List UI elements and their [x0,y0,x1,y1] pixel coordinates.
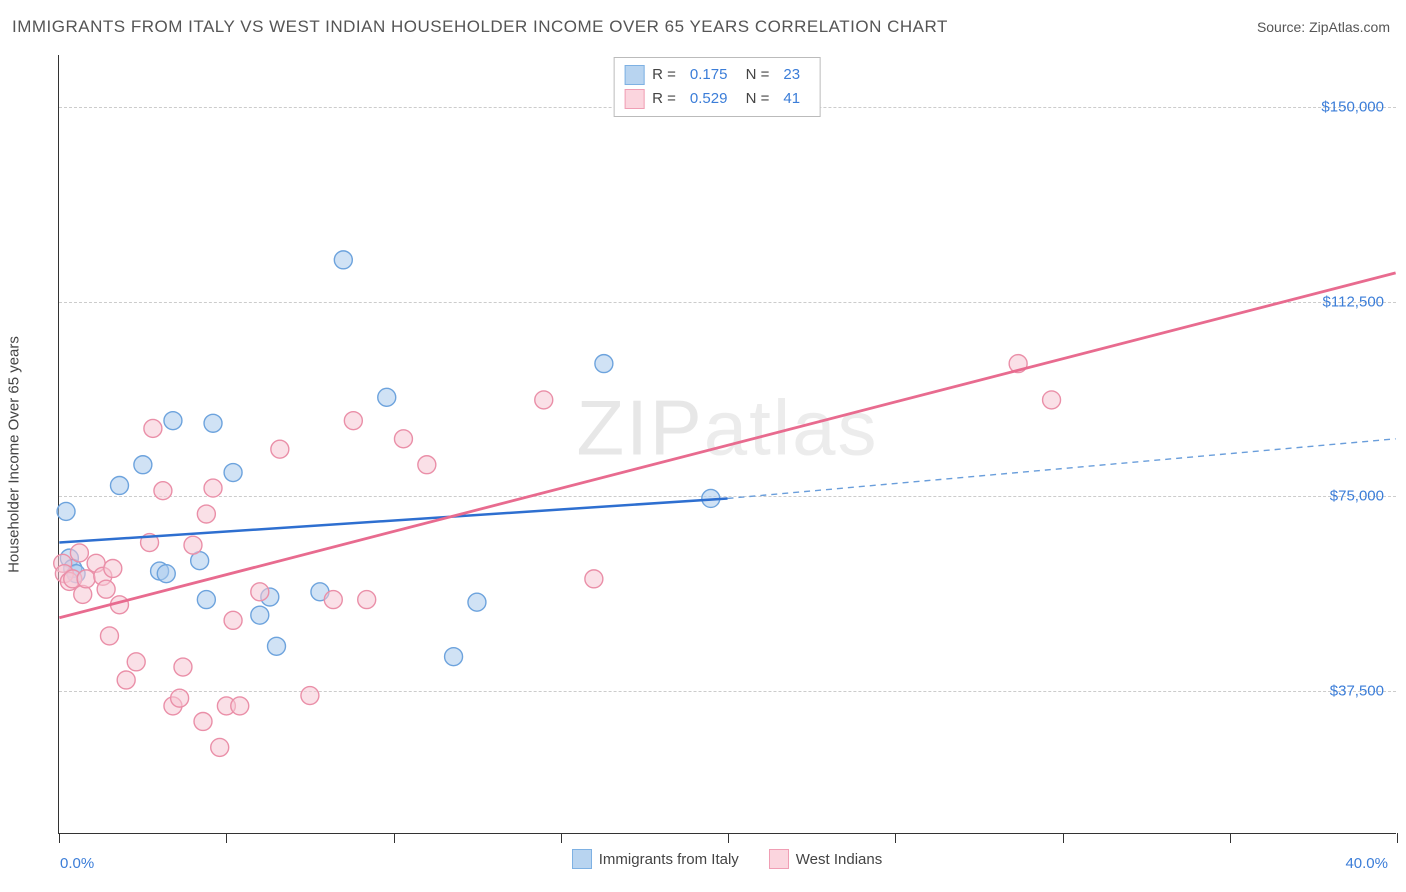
legend-item: West Indians [769,849,882,869]
series-swatch [624,65,644,85]
data-point [57,502,75,520]
legend-swatch [572,849,592,869]
data-point [268,637,286,655]
x-tick [728,833,729,843]
data-point [378,388,396,406]
data-point [585,570,603,588]
data-point [301,687,319,705]
x-tick [1230,833,1231,843]
data-point [74,585,92,603]
r-value: 0.529 [684,87,734,111]
series-swatch [624,89,644,109]
legend-label: West Indians [796,851,882,868]
legend-swatch [769,849,789,869]
regression-line [59,498,727,542]
data-point [334,251,352,269]
legend-item: Immigrants from Italy [572,849,739,869]
bottom-legend: Immigrants from Italy West Indians [58,844,1396,874]
chart-plot-area: R =0.175 N =23 R =0.529 N =41 ZIPatlas $… [58,55,1396,834]
data-point [197,505,215,523]
legend-label: Immigrants from Italy [599,851,739,868]
data-point [595,355,613,373]
data-point [194,712,212,730]
n-value: 41 [777,87,806,111]
data-point [394,430,412,448]
data-point [164,412,182,430]
data-point [224,611,242,629]
data-point [77,570,95,588]
y-axis-label: Householder Income Over 65 years [6,336,23,573]
stat-row: R =0.175 N =23 [624,63,806,87]
data-point [174,658,192,676]
scatter-svg [59,55,1396,833]
data-point [1043,391,1061,409]
x-tick [1063,833,1064,843]
source-label: Source: ZipAtlas.com [1257,19,1390,35]
regression-line-extrapolated [728,439,1396,499]
data-point [171,689,189,707]
data-point [211,738,229,756]
data-point [445,648,463,666]
data-point [344,412,362,430]
regression-line [59,273,1395,618]
data-point [144,419,162,437]
x-tick [394,833,395,843]
x-tick [1397,833,1398,843]
data-point [271,440,289,458]
data-point [97,580,115,598]
x-tick [561,833,562,843]
data-point [70,544,88,562]
data-point [468,593,486,611]
x-tick [59,833,60,843]
data-point [358,591,376,609]
data-point [127,653,145,671]
stat-row: R =0.529 N =41 [624,87,806,111]
r-value: 0.175 [684,63,734,87]
data-point [117,671,135,689]
data-point [100,627,118,645]
x-tick [226,833,227,843]
data-point [231,697,249,715]
data-point [104,559,122,577]
data-point [111,477,129,495]
data-point [324,591,342,609]
data-point [251,606,269,624]
data-point [204,479,222,497]
chart-title: IMMIGRANTS FROM ITALY VS WEST INDIAN HOU… [12,17,948,37]
data-point [157,565,175,583]
data-point [134,456,152,474]
n-value: 23 [777,63,806,87]
x-tick [895,833,896,843]
data-point [224,464,242,482]
correlation-stats-box: R =0.175 N =23 R =0.529 N =41 [613,57,821,117]
data-point [204,414,222,432]
data-point [535,391,553,409]
data-point [418,456,436,474]
data-point [197,591,215,609]
data-point [184,536,202,554]
data-point [251,583,269,601]
data-point [154,482,172,500]
